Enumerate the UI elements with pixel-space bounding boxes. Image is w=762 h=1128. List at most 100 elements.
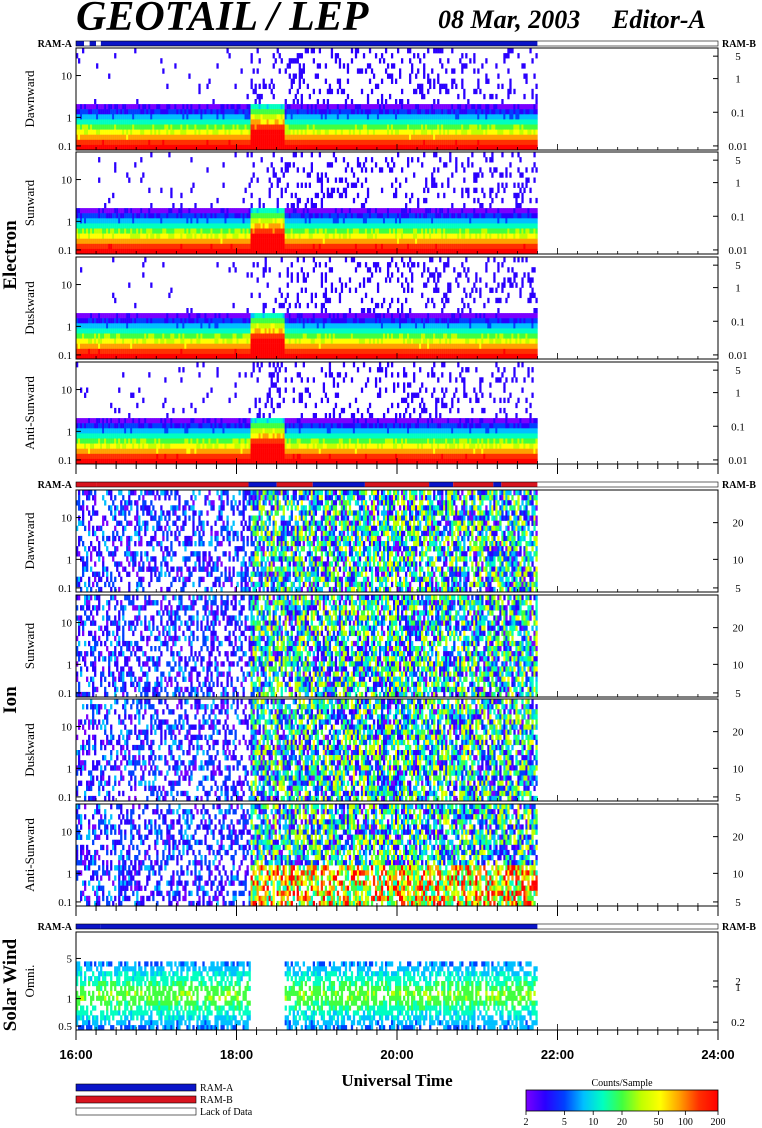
spectrogram-cell <box>106 139 109 146</box>
spectrogram-cell <box>282 228 285 234</box>
spectrogram-cell <box>390 167 394 173</box>
spectrogram-cell <box>280 218 283 224</box>
spectrogram-cell <box>216 104 219 110</box>
spectrogram-cell <box>252 238 255 245</box>
spectrogram-cell <box>148 129 151 135</box>
spectrogram-cell <box>228 129 231 135</box>
spectrogram-cell <box>415 218 418 224</box>
spectrogram-cell <box>435 134 438 141</box>
spectrogram-cell <box>316 223 320 229</box>
spectrogram-cell <box>288 109 291 115</box>
spectrogram-cell <box>503 248 506 255</box>
spectrogram-cell <box>413 223 416 229</box>
spectrogram-cell <box>140 238 143 245</box>
spectrogram-cell <box>491 104 494 110</box>
spectrogram-cell <box>390 223 394 229</box>
spectrogram-cell <box>76 313 79 319</box>
spectrogram-cell <box>260 139 263 146</box>
spectrogram-cell <box>302 129 305 135</box>
spectrogram-cell <box>246 208 249 214</box>
spectrogram-cell <box>495 192 498 199</box>
spectrogram-cell <box>409 238 412 245</box>
spectrogram-cell <box>80 114 83 120</box>
spectrogram-cell <box>417 243 420 250</box>
spectrogram-cell <box>439 223 442 229</box>
spectrogram-cell <box>467 104 470 110</box>
spectrogram-cell <box>222 109 225 115</box>
spectrogram-cell <box>497 218 500 224</box>
spectrogram-cell <box>250 83 253 90</box>
spectrogram-cell <box>174 223 177 229</box>
spectrogram-cell <box>324 228 328 234</box>
spectrogram-cell <box>441 228 444 234</box>
spectrogram-cell <box>292 73 295 79</box>
spectrogram-cell <box>507 144 510 151</box>
spectrogram-cell <box>290 208 293 214</box>
spectrogram-cell <box>302 114 305 120</box>
spectrogram-cell <box>310 167 313 173</box>
spectrogram-cell <box>150 134 153 141</box>
spectrogram-cell <box>168 223 171 229</box>
spectrogram-cell <box>264 83 267 90</box>
spectrogram-cell <box>266 233 269 239</box>
spectrogram-cell <box>485 248 488 255</box>
spectrogram-cell <box>348 243 352 250</box>
spectrogram-cell <box>208 109 211 115</box>
spectrogram-cell <box>346 238 350 245</box>
spectrogram-cell <box>463 208 466 214</box>
spectrogram-cell <box>180 114 183 120</box>
spectrogram-cell <box>368 233 372 239</box>
spectrogram-cell <box>210 228 213 234</box>
spectrogram-cell <box>411 114 414 120</box>
spectrogram-cell <box>519 208 522 214</box>
spectrogram-cell <box>354 213 358 219</box>
spectrogram-cell <box>471 139 474 146</box>
spectrogram-cell <box>220 248 223 255</box>
spectrogram-cell <box>511 213 514 219</box>
spectrogram-cell <box>411 213 414 219</box>
spectrogram-cell <box>108 144 111 151</box>
spectrogram-cell <box>154 208 157 214</box>
spectrogram-cell <box>306 208 309 214</box>
spectrogram-cell <box>274 218 277 224</box>
spectrogram-cell <box>447 119 450 125</box>
spectrogram-cell <box>270 238 273 245</box>
spectrogram-cell <box>366 213 370 219</box>
spectrogram-cell <box>116 223 119 229</box>
spectrogram-cell <box>228 228 231 234</box>
spectrogram-cell <box>114 223 117 229</box>
spectrogram-cell <box>342 243 346 250</box>
spectrogram-cell <box>168 238 171 245</box>
spectrogram-cell <box>507 218 510 224</box>
spectrogram-cell <box>274 104 277 110</box>
spectrogram-cell <box>399 182 402 188</box>
spectrogram-cell <box>477 109 480 115</box>
spectrogram-cell <box>380 243 384 250</box>
spectrogram-cell <box>521 104 524 110</box>
spectrogram-cell <box>136 213 139 219</box>
spectrogram-cell <box>124 233 127 239</box>
spectrogram-cell <box>435 248 438 255</box>
spectrogram-cell <box>511 152 514 158</box>
spectrogram-cell <box>218 208 221 214</box>
spectrogram-cell <box>485 213 488 219</box>
spectrogram-cell <box>487 129 490 135</box>
spectrogram-cell <box>324 144 328 151</box>
spectrogram-cell <box>86 208 89 214</box>
spectrogram-cell <box>190 109 193 115</box>
spectrogram-cell <box>511 218 514 224</box>
spectrogram-cell <box>102 114 105 120</box>
spectrogram-cell <box>86 119 89 125</box>
spectrogram-cell <box>499 109 502 115</box>
spectrogram-cell <box>356 192 360 199</box>
spectrogram-cell <box>356 177 360 183</box>
spectrogram-cell <box>344 238 348 245</box>
spectrogram-cell <box>220 124 223 130</box>
spectrogram-cell <box>497 243 500 250</box>
spectrogram-cell <box>142 238 145 245</box>
spectrogram-cell <box>441 182 444 188</box>
spectrogram-cell <box>296 208 299 214</box>
spectrogram-cell <box>288 73 291 79</box>
spectrogram-cell <box>288 238 291 245</box>
spectrogram-cell <box>92 213 95 219</box>
